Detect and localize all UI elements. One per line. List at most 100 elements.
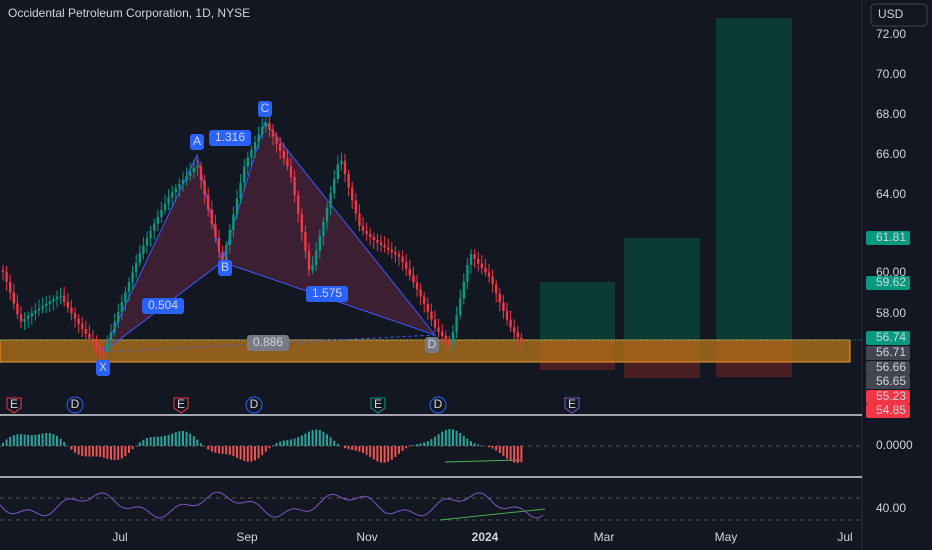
candle-body xyxy=(160,210,163,217)
currency-button[interactable] xyxy=(870,3,928,27)
ratio-box xyxy=(306,286,348,302)
macd-bar xyxy=(311,430,314,446)
candle-body xyxy=(520,337,523,343)
price-label: 68.00 xyxy=(876,107,906,121)
candle-body xyxy=(12,292,15,304)
pattern-point-label: C xyxy=(261,101,270,115)
candle-body xyxy=(203,180,206,196)
divergence xyxy=(444,459,521,463)
candle-body xyxy=(513,327,516,333)
macd-bar xyxy=(189,433,192,446)
event-marker xyxy=(6,397,22,414)
candle-body xyxy=(261,127,264,135)
macd-bar xyxy=(225,446,228,455)
macd-bar xyxy=(405,446,408,449)
event-marker xyxy=(429,396,447,414)
price-badge-label: 56.71 xyxy=(876,345,906,359)
candle-body xyxy=(117,312,120,323)
pattern-point xyxy=(96,360,110,376)
pattern-point-label: B xyxy=(221,260,229,274)
macd-bar xyxy=(203,446,206,447)
candle-body xyxy=(448,340,451,346)
time-label: Mar xyxy=(594,530,615,544)
macd-bar xyxy=(264,446,267,452)
candle-body xyxy=(282,151,285,159)
price-badge-label: 54.85 xyxy=(876,403,906,417)
candle-body xyxy=(333,178,336,194)
macd-bar xyxy=(488,446,490,448)
macd-bar xyxy=(423,442,426,446)
macd-bar xyxy=(473,443,476,446)
macd-bar xyxy=(131,446,134,450)
pattern-point xyxy=(258,101,272,117)
candle-body xyxy=(88,333,91,339)
macd-bar xyxy=(506,446,508,459)
rsi-level: 40.00 xyxy=(876,501,906,515)
chart-title: Occidental Petroleum Corporation, 1D, NY… xyxy=(8,6,250,20)
candle-body xyxy=(480,263,483,269)
candle-body xyxy=(84,328,87,334)
macd-bar xyxy=(344,446,346,449)
candle-body xyxy=(369,234,372,238)
macd-bar xyxy=(448,429,451,446)
time-label: 2024 xyxy=(472,530,499,544)
candle-body xyxy=(336,164,339,179)
macd-bar xyxy=(5,439,8,446)
candle-body xyxy=(304,232,307,252)
macd-bar xyxy=(491,446,494,449)
price-badge-label: 56.74 xyxy=(876,330,906,344)
macd-bar xyxy=(470,441,472,446)
candle-body xyxy=(102,351,105,353)
candle-body xyxy=(347,174,350,188)
macd-bar xyxy=(466,438,469,446)
candle-body xyxy=(124,292,127,303)
time-label: May xyxy=(715,530,738,544)
candle-body xyxy=(63,295,66,302)
macd-bar xyxy=(156,436,159,446)
macd-bar xyxy=(221,446,224,454)
pattern-point xyxy=(218,260,232,276)
macd-bar xyxy=(354,446,357,451)
macd-bar xyxy=(102,446,105,458)
price-badge xyxy=(866,346,910,360)
candle-body xyxy=(271,129,275,137)
macd-bar xyxy=(498,446,501,454)
rsi-line xyxy=(0,491,544,519)
macd-bar xyxy=(200,443,202,446)
macd-bar xyxy=(358,446,361,452)
macd-bar xyxy=(138,442,141,446)
candle-body xyxy=(408,268,411,276)
candle-body xyxy=(401,256,404,263)
macd-bar xyxy=(509,446,512,462)
macd-bar xyxy=(495,446,498,451)
candle-body xyxy=(415,282,419,290)
macd-bar xyxy=(23,434,26,446)
macd-bar xyxy=(362,446,364,453)
candle-body xyxy=(167,197,170,204)
candle-body xyxy=(221,251,224,261)
candle-body xyxy=(142,245,145,254)
macd-bar xyxy=(84,446,87,457)
candle-body xyxy=(426,303,429,312)
candle-body xyxy=(311,264,314,271)
macd-bar xyxy=(333,440,336,446)
candle-body xyxy=(185,176,188,181)
candle-body xyxy=(430,311,433,320)
macd-bar xyxy=(117,446,120,460)
macd-bar xyxy=(419,443,422,446)
pattern-point-label: D xyxy=(428,337,437,351)
macd-bar xyxy=(167,434,170,446)
candle-body xyxy=(95,342,98,348)
macd-bar xyxy=(351,446,354,451)
target-box xyxy=(540,282,615,340)
macd-bar xyxy=(41,433,44,446)
macd-bar xyxy=(34,434,37,446)
macd-bar xyxy=(455,430,458,446)
candle-body xyxy=(257,134,260,143)
candle-body xyxy=(473,254,476,259)
macd-bar xyxy=(297,437,300,446)
event-marker xyxy=(564,397,580,414)
ratio-label: 0.886 xyxy=(253,335,283,349)
candle-body xyxy=(181,180,185,185)
macd-bar xyxy=(322,431,325,446)
